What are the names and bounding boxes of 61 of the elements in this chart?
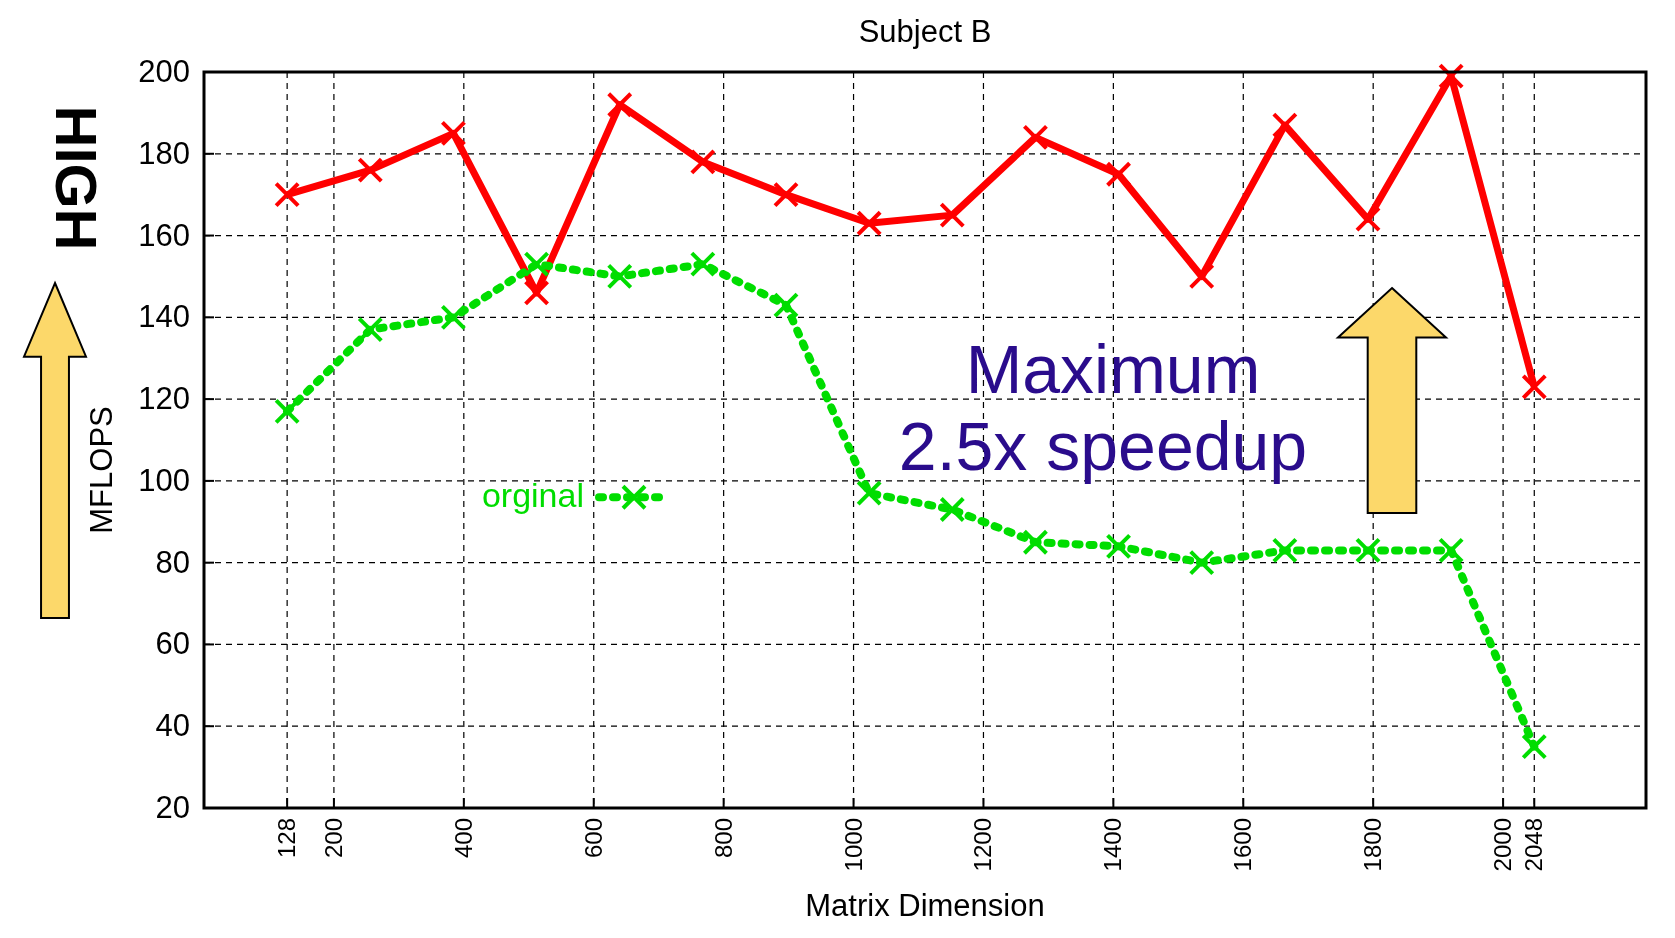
point [689,148,716,175]
point [773,181,799,208]
x-tick-label: 1800 [1359,818,1387,872]
x-tick-label: 1600 [1229,818,1257,872]
point [1271,112,1298,139]
point [606,263,633,290]
point [440,304,467,331]
y-axis-title: MFLOPS [84,406,119,534]
point [274,398,301,425]
point [689,251,716,278]
x-tick-label: 1000 [839,818,867,872]
point [1438,537,1465,564]
point [1438,63,1465,90]
point [856,210,883,237]
x-tick-label: 400 [449,818,477,859]
point [1188,549,1215,576]
point [773,292,799,319]
y-tick-label: 120 [138,381,190,417]
point [1521,373,1548,400]
point [357,316,384,343]
x-tick-label: 2000 [1489,818,1517,872]
x-axis-title: Matrix Dimension [805,888,1045,923]
point [523,279,550,306]
y-tick-label: 200 [138,54,190,89]
y-tick-label: 80 [155,544,190,580]
annotation: Maximum [965,331,1261,407]
y-tick-label: 180 [138,135,190,171]
y-tick-label: 40 [155,708,190,744]
text: HIGH [44,105,109,251]
point [606,91,633,118]
x-tick-label: 200 [319,818,347,859]
x-tick-label: 800 [709,818,737,859]
y-tick-label: 60 [155,626,190,662]
y-tick-label: 100 [138,462,190,498]
point [1354,537,1381,564]
point [274,181,301,208]
x-tick-label: 1400 [1099,818,1127,872]
point [1105,161,1132,188]
y-tick-label: 140 [138,299,190,335]
chart-title: Subject B [858,14,992,49]
point [856,480,883,507]
point [1022,529,1049,556]
annotation: 2.5x speedup [898,408,1308,484]
point [939,202,966,229]
point [1354,206,1381,233]
point [440,120,467,147]
legend-label: orginal [481,476,584,515]
point [357,157,384,184]
point [1188,263,1215,290]
x-tick-label: 2048 [1520,818,1548,872]
point [939,496,966,523]
x-tick-label: 1200 [969,818,997,872]
point [1105,533,1132,560]
point [1521,733,1548,760]
point [1271,537,1298,564]
y-tick-label: 20 [155,790,190,825]
point [1022,124,1049,151]
point [523,251,550,278]
x-tick-label: 600 [579,818,607,859]
y-tick-label: 160 [138,217,190,253]
x-tick-label: 128 [273,818,301,859]
